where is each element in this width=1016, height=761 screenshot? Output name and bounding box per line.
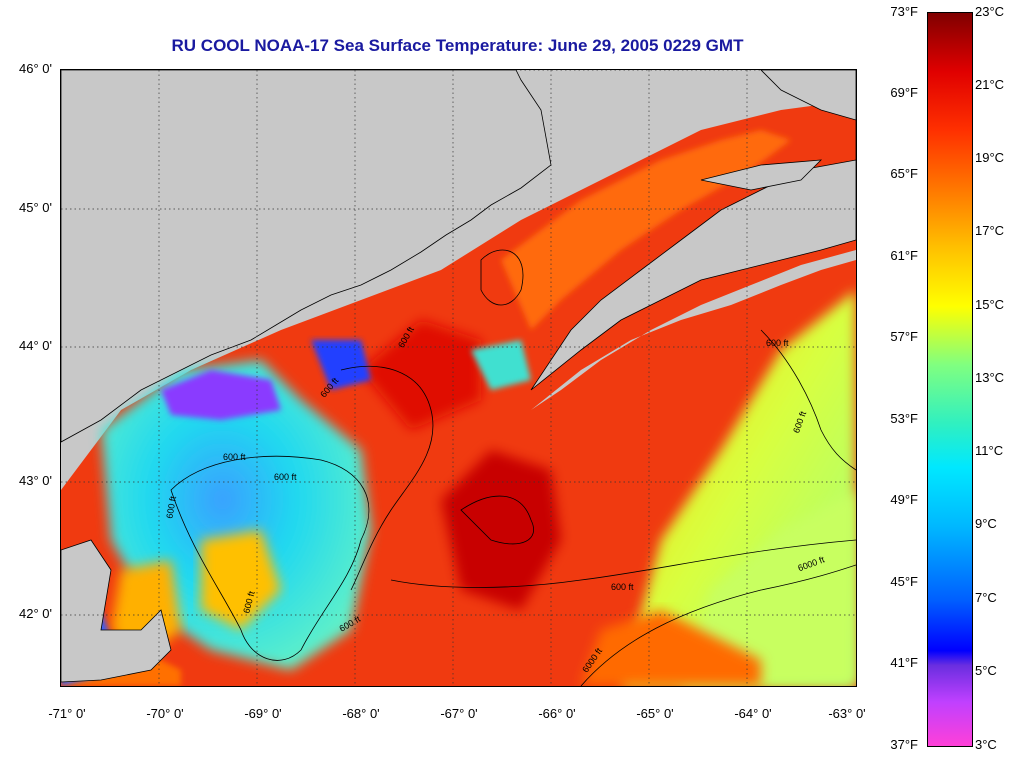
lon-label: -64° 0' [734,706,772,721]
colorbar-f-label: 45°F [890,574,918,589]
sst-map: 600 ft 600 ft 600 ft 600 ft 600 ft 600 f… [60,69,857,687]
lon-label: -65° 0' [636,706,674,721]
lon-label: -70° 0' [146,706,184,721]
land-cape-cod [61,539,172,683]
land-nova-scotia [530,70,856,391]
colorbar-f-label: 41°F [890,655,918,670]
colorbar-c-label: 5°C [975,663,997,678]
colorbar-c-label: 23°C [975,4,1005,19]
contour-label: 600 ft [223,452,246,462]
land-nova-scotia-south [531,250,856,410]
colorbar-c-label: 9°C [975,516,997,531]
lat-label: 45° 0' [19,200,52,215]
lat-label: 43° 0' [19,473,52,488]
colorbar-c-label: 13°C [975,370,1005,385]
lon-label: -66° 0' [538,706,576,721]
colorbar-c-label: 11°C [975,443,1004,458]
lon-label: -68° 0' [342,706,380,721]
colorbar-c-label: 7°C [975,590,997,605]
colorbar-f-label: 37°F [890,737,918,752]
colorbar-f-label: 69°F [890,85,918,100]
colorbar-f-label: 53°F [890,411,918,426]
bathymetry-contours [170,249,856,686]
colorbar-f-label: 61°F [890,248,918,263]
contour-label: 600 ft [274,472,297,482]
colorbar-f-label: 73°F [890,4,918,19]
land-maine [61,70,552,443]
sst-map-canvas: 600 ft 600 ft 600 ft 600 ft 600 ft 600 f… [61,70,856,686]
colorbar-c-label: 21°C [975,77,1005,92]
lat-label: 44° 0' [19,338,52,353]
contour-label: 600 ft [164,495,178,519]
contour-label: 600 ft [766,338,789,348]
colorbar-c-label: 17°C [975,223,1005,238]
colorbar-c-label: 15°C [975,297,1005,312]
lat-label: 46° 0' [19,61,52,76]
colorbar-f-label: 65°F [890,166,918,181]
contour-label: 600 ft [611,582,634,592]
temperature-colorbar [927,12,973,747]
map-title: RU COOL NOAA-17 Sea Surface Temperature:… [171,36,744,55]
colorbar-f-label: 57°F [890,329,918,344]
lon-label: -69° 0' [244,706,282,721]
colorbar-f-label: 49°F [890,492,918,507]
land-pei [700,159,823,191]
lon-label: -67° 0' [440,706,478,721]
lon-label: -71° 0' [48,706,86,721]
colorbar-c-label: 3°C [975,737,997,752]
lat-label: 42° 0' [19,606,52,621]
lon-label: -63° 0' [828,706,866,721]
colorbar-c-label: 19°C [975,150,1005,165]
